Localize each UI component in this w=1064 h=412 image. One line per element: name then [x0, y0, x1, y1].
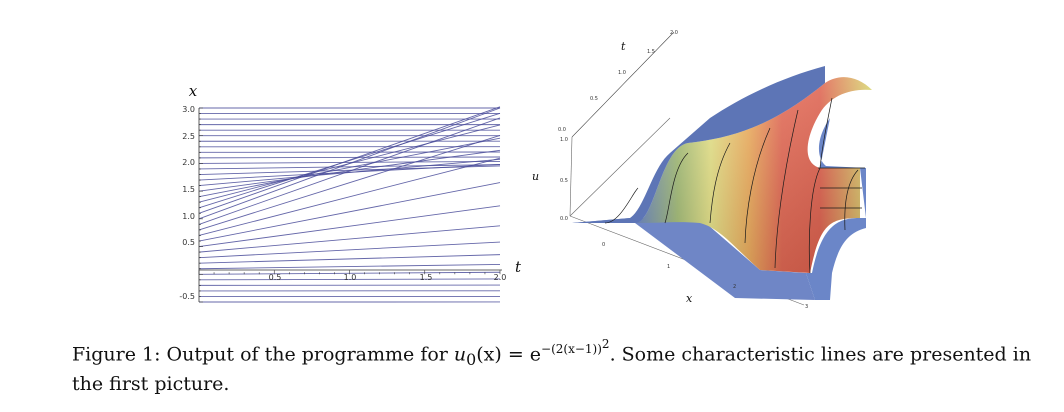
characteristic-line [198, 254, 501, 264]
characteristic-line [198, 205, 501, 248]
t-tick-label: 1.0 [618, 70, 626, 76]
surface-hump-shade [635, 77, 872, 273]
formula-subscript: 0 [466, 350, 477, 370]
characteristic-line [198, 112, 501, 209]
y-tick-label: 2.0 [182, 158, 195, 167]
y-tick-label: 1.5 [182, 185, 195, 194]
characteristic-line [198, 182, 501, 242]
surface [572, 66, 872, 300]
t-tick-label: 1.5 [647, 49, 655, 55]
t-tick-label: 0.0 [558, 127, 566, 133]
y-axis-label: x [189, 82, 198, 100]
y-tick-label: -0.5 [179, 292, 195, 301]
characteristic-line [198, 263, 501, 270]
y-tick-label: 2.5 [182, 132, 195, 141]
formula-eq: = e [501, 343, 542, 366]
caption-prefix: Figure 1: Output of the programme for [72, 343, 454, 366]
x-tick-label: 2.0 [494, 273, 507, 282]
surface-right-flat [806, 118, 866, 300]
y-tick-label: 0.5 [182, 238, 195, 247]
u-axis-label: u [532, 170, 539, 183]
characteristic-line [198, 278, 501, 281]
characteristic-line [198, 149, 501, 192]
surface-front-flat [572, 218, 815, 300]
x-tick-label: 1.5 [420, 273, 433, 282]
u-tick-label: 0.5 [560, 178, 568, 184]
u-tick-label: 0.0 [560, 216, 568, 222]
u-tick-label: 1.0 [560, 137, 568, 143]
caption-suffix: . Some characteristic lines are presente… [72, 343, 1032, 396]
x-tick-label: 3 [805, 304, 808, 310]
characteristic-line [198, 241, 501, 259]
characteristic-lines [198, 106, 501, 303]
characteristic-line [198, 106, 501, 214]
surface-back-flat [572, 66, 825, 223]
characteristic-line [198, 137, 501, 198]
characteristic-line [198, 165, 501, 175]
y-tick-label: 1.0 [182, 212, 195, 221]
x-tick-labels: 0.5 1.0 1.5 2.0 [269, 273, 507, 282]
characteristic-line [198, 225, 501, 253]
characteristics-plot: 3.0 2.5 2.0 1.5 1.0 0.5 -0.5 0.5 1.0 1.5… [179, 82, 522, 303]
t-tick-label: 0.5 [590, 96, 598, 102]
characteristic-line [198, 156, 501, 159]
figure-caption: Figure 1: Output of the programme for u0… [72, 332, 1052, 396]
characteristic-line [198, 157, 501, 236]
x-tick-label: 1.0 [344, 273, 357, 282]
characteristic-line [198, 160, 501, 164]
formula-exponent: −(2(x−1)) [541, 342, 602, 356]
x-tick-label: 0 [602, 242, 605, 248]
t-axis-label: t [621, 40, 626, 53]
y-tick-label: 3.0 [182, 105, 195, 114]
surface-curves [604, 97, 865, 274]
formula-arg: (x) [476, 343, 502, 366]
axis-ticks [198, 107, 501, 303]
characteristic-line [198, 164, 501, 170]
surface-plot: 0.0 0.5 1.0 1.5 2.0 t 1.0 0.5 0.0 u 0 1 … [532, 30, 872, 310]
characteristic-line [198, 124, 501, 203]
x-tick-label: 1 [667, 264, 670, 270]
t-axis-ticks [571, 31, 675, 138]
x-tick-label: 2 [733, 284, 736, 290]
x-tick-label: 0.5 [269, 273, 282, 282]
characteristic-line [198, 135, 501, 231]
y-tick-labels: 3.0 2.5 2.0 1.5 1.0 0.5 -0.5 [179, 105, 195, 301]
t-tick-label: 2.0 [670, 30, 678, 36]
formula-exponent-power: 2 [601, 337, 610, 351]
x-axis-label: t [515, 258, 522, 276]
formula-lhs: u [453, 343, 467, 366]
x-axis-label: x [686, 292, 693, 305]
